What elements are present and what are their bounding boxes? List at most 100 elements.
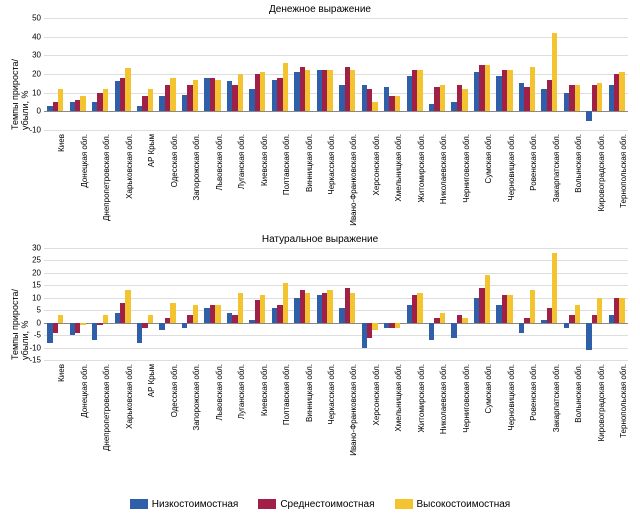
bar-high xyxy=(193,80,198,112)
bar-high xyxy=(372,102,377,111)
bar-high xyxy=(148,89,153,111)
grid-line xyxy=(44,310,628,311)
bar-low xyxy=(182,323,187,328)
grid-line xyxy=(44,260,628,261)
bar-high xyxy=(238,293,243,323)
y-tick-label: 50 xyxy=(32,14,44,23)
x-tick-label: Тернопольская обл. xyxy=(619,134,628,208)
bar-high xyxy=(327,70,332,111)
x-tick-label: Черновицкая обл. xyxy=(507,364,516,431)
bar-high xyxy=(125,68,130,111)
bar-high xyxy=(350,293,355,323)
bar-high xyxy=(327,290,332,322)
x-tick-label: Волынская обл. xyxy=(574,134,583,193)
x-tick-label: Черкасская обл. xyxy=(327,364,336,425)
x-tick-label: Днепропетровская обл. xyxy=(102,134,111,221)
bar-high xyxy=(305,293,310,323)
bar-high xyxy=(283,63,288,112)
bar-low xyxy=(519,323,524,333)
x-tick-label: Николаевская обл. xyxy=(439,134,448,204)
bar-high xyxy=(170,303,175,323)
x-tick-label: Киев xyxy=(57,134,66,152)
grid-line xyxy=(44,18,628,19)
bar-high xyxy=(552,33,557,111)
x-tick-label: Ровенская обл. xyxy=(529,364,538,421)
bar-mid xyxy=(142,323,147,328)
grid-line xyxy=(44,348,628,349)
bar-high xyxy=(575,305,580,322)
bar-high xyxy=(260,295,265,322)
bar-high xyxy=(58,315,63,322)
legend-swatch xyxy=(395,499,413,509)
bar-high xyxy=(125,290,130,322)
x-tick-label: Донецкая обл. xyxy=(80,134,89,188)
x-tick-label: Полтавская обл. xyxy=(282,364,291,425)
plot-area: -1001020304050 xyxy=(44,18,628,131)
x-tick-label: Запорожская обл. xyxy=(192,364,201,430)
bar-high xyxy=(619,72,624,111)
bar-high xyxy=(462,89,467,111)
bar-mid xyxy=(97,323,102,325)
x-tick-label: Кировоградская обл. xyxy=(597,134,606,211)
x-tick-label: Волынская обл. xyxy=(574,364,583,423)
bar-high xyxy=(597,83,602,111)
legend-item-mid: Среднестоимостная xyxy=(258,499,374,510)
zero-line xyxy=(44,323,628,324)
bar-high xyxy=(80,323,85,325)
legend-swatch xyxy=(258,499,276,509)
legend-item-low: Низкостоимостная xyxy=(130,499,239,510)
grid-line xyxy=(44,335,628,336)
y-axis-label: Темпы прироста/ убыли, % xyxy=(10,59,30,130)
panel-title: Натуральное выражение xyxy=(0,234,640,245)
bar-high xyxy=(440,85,445,111)
bar-high xyxy=(193,305,198,322)
y-tick-label: 30 xyxy=(32,244,44,253)
x-tick-label: Черниговская обл. xyxy=(462,134,471,203)
grid-line xyxy=(44,74,628,75)
bar-high xyxy=(238,74,243,111)
x-tick-label: Одесская обл. xyxy=(170,134,179,187)
bar-high xyxy=(552,253,557,323)
bar-low xyxy=(451,323,456,338)
bar-high xyxy=(507,70,512,111)
y-tick-label: 0 xyxy=(37,318,44,327)
bar-high xyxy=(350,70,355,111)
bar-low xyxy=(564,323,569,328)
y-tick-label: 15 xyxy=(32,281,44,290)
bar-high xyxy=(103,89,108,111)
grid-line xyxy=(44,37,628,38)
x-tick-label: Херсонская обл. xyxy=(372,134,381,195)
bar-high xyxy=(148,315,153,322)
bar-high xyxy=(305,70,310,111)
x-tick-label: Харьковская обл. xyxy=(125,364,134,429)
bar-high xyxy=(395,96,400,111)
bar-high xyxy=(80,96,85,111)
bar-high xyxy=(619,298,624,323)
x-tick-label: Житомирская обл. xyxy=(417,364,426,433)
y-tick-label: 40 xyxy=(32,32,44,41)
grid-line xyxy=(44,130,628,131)
bar-low xyxy=(586,323,591,350)
bar-high xyxy=(597,298,602,323)
x-tick-label: Житомирская обл. xyxy=(417,134,426,203)
x-tick-label: Запорожская обл. xyxy=(192,134,201,200)
bar-low xyxy=(586,111,591,120)
panel-monetary: Денежное выражениеТемпы прироста/ убыли,… xyxy=(0,4,640,240)
legend-swatch xyxy=(130,499,148,509)
bar-high xyxy=(103,315,108,322)
x-tick-label: Черниговская обл. xyxy=(462,364,471,433)
x-tick-label: Кировоградская обл. xyxy=(597,364,606,441)
bar-high xyxy=(417,293,422,323)
bar-high xyxy=(260,72,265,111)
x-tick-label: Полтавская обл. xyxy=(282,134,291,195)
bar-high xyxy=(215,80,220,112)
bar-high xyxy=(170,78,175,112)
bar-high xyxy=(372,323,377,330)
bar-mid xyxy=(53,323,58,333)
bar-high xyxy=(530,290,535,322)
plot-area: -15-10-5051015202530 xyxy=(44,248,628,361)
x-tick-label: Луганская обл. xyxy=(237,134,246,189)
x-tick-label: Хмельницкая обл. xyxy=(394,134,403,202)
grid-line xyxy=(44,55,628,56)
y-tick-label: 10 xyxy=(32,293,44,302)
